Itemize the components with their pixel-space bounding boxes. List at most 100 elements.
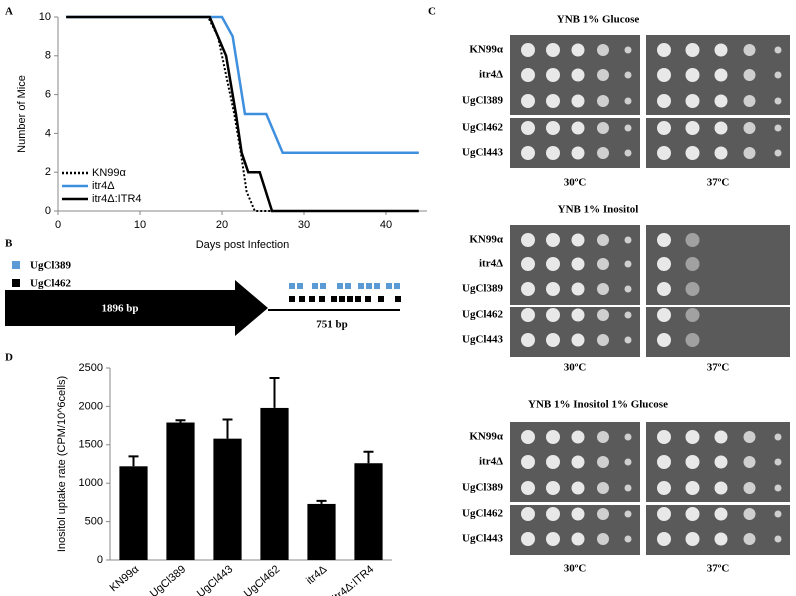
error-bar	[128, 455, 139, 467]
y-tick-label: 1500	[79, 439, 103, 451]
site-marker	[374, 283, 380, 289]
strain-label: UgCl389	[462, 482, 503, 494]
y-axis-label: Number of Mice	[16, 75, 28, 153]
spot	[597, 234, 609, 246]
spot	[546, 282, 560, 296]
spot	[743, 95, 756, 107]
x-tick-label: UgCl389	[148, 563, 189, 596]
spot	[521, 257, 535, 271]
site-marker	[289, 296, 295, 302]
spot	[714, 94, 728, 108]
error-bar	[222, 418, 233, 439]
site-marker	[365, 296, 371, 302]
spot	[546, 233, 560, 247]
spot	[657, 257, 671, 271]
spot	[546, 430, 560, 444]
spot	[774, 124, 782, 132]
site-marker	[395, 296, 401, 302]
segment-label: 1896 bp	[102, 303, 139, 315]
spot	[624, 458, 632, 466]
spot	[624, 236, 632, 244]
site-marker	[355, 296, 361, 302]
y-tick-label: 2500	[79, 362, 103, 374]
spot	[521, 308, 535, 322]
spot	[685, 455, 700, 469]
spot	[571, 146, 585, 160]
site-marker	[345, 283, 351, 289]
temperature-label: 37ºC	[707, 563, 730, 575]
spot	[657, 233, 671, 247]
spot	[743, 533, 756, 545]
spot	[571, 233, 585, 247]
spot	[657, 146, 671, 160]
spot	[774, 433, 782, 441]
x-tick-label: itr4Δ	[304, 563, 330, 587]
x-tick-label: 40	[380, 219, 392, 231]
y-tick-label: 4	[45, 127, 51, 139]
spot	[685, 282, 700, 296]
bar	[119, 466, 148, 560]
spot	[714, 507, 728, 521]
spot	[743, 69, 756, 81]
spot	[774, 535, 782, 543]
y-tick-label: 1000	[79, 477, 103, 489]
spot	[743, 456, 756, 468]
spot	[685, 430, 700, 444]
spot	[546, 94, 560, 108]
spot	[685, 43, 700, 57]
spot	[546, 481, 560, 495]
strain-label: itr4Δ	[479, 69, 503, 81]
site-marker	[319, 296, 325, 302]
spot	[714, 430, 728, 444]
site-marker	[297, 283, 303, 289]
spot	[685, 532, 700, 546]
temperature-label: 30ºC	[564, 563, 587, 575]
spot	[743, 44, 756, 56]
spot	[571, 257, 585, 271]
spot	[597, 147, 609, 159]
spot	[571, 308, 585, 322]
spot	[521, 68, 535, 82]
panel-label: C	[428, 6, 436, 18]
spot	[597, 456, 609, 468]
spot	[743, 431, 756, 443]
series-line	[66, 16, 419, 212]
spot	[597, 283, 609, 295]
strain-label: UgCl389	[462, 95, 503, 107]
x-tick-label: UgCl443	[195, 563, 236, 596]
spot	[521, 94, 535, 108]
spot	[546, 532, 560, 546]
spot	[685, 308, 700, 322]
spot	[774, 510, 782, 518]
series-line	[66, 15, 419, 155]
y-tick-label: 8	[45, 50, 51, 62]
strain-label: KN99α	[469, 234, 504, 246]
spot	[521, 532, 535, 546]
spot	[521, 481, 535, 495]
spot	[624, 484, 632, 492]
spot	[657, 481, 671, 495]
site-marker	[339, 296, 345, 302]
spot	[657, 532, 671, 546]
spot	[597, 44, 609, 56]
spot	[597, 533, 609, 545]
bar	[307, 503, 336, 560]
spot	[714, 68, 728, 82]
spot	[546, 43, 560, 57]
strain-label: UgCl443	[462, 334, 503, 346]
panel-label: A	[5, 6, 13, 18]
x-tick-label: 10	[134, 219, 146, 231]
spot	[657, 282, 671, 296]
temperature-label: 37ºC	[707, 177, 730, 189]
spot	[657, 430, 671, 444]
site-marker	[312, 283, 318, 289]
temperature-label: 30ºC	[564, 177, 587, 189]
y-tick-label: 6	[45, 89, 51, 101]
spot	[597, 334, 609, 346]
spot	[597, 431, 609, 443]
spot	[546, 257, 560, 271]
temperature-label: 37ºC	[707, 362, 730, 374]
legend-swatch	[12, 279, 20, 287]
y-axis-label: Inositol uptake rate (CPM/10^6cells)	[56, 376, 68, 552]
